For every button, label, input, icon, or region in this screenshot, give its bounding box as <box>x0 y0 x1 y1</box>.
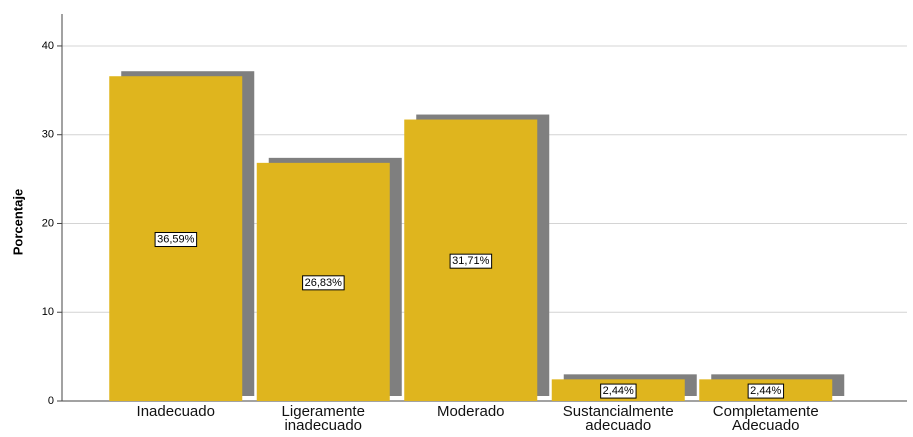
y-tick-label: 40 <box>42 40 54 52</box>
y-tick-label: 10 <box>42 306 54 318</box>
value-label: 2,44% <box>603 385 634 397</box>
x-tick-label: Ligeramente inadecuado <box>281 403 365 434</box>
value-label-box <box>747 383 785 399</box>
value-label-box <box>302 275 345 291</box>
value-label: 2,44% <box>750 385 781 397</box>
y-tick-label: 20 <box>42 217 54 229</box>
value-label-box <box>154 232 198 248</box>
y-axis-label: Porcentaje <box>10 189 25 255</box>
x-tick-label: Sustancialmente adecuado <box>562 403 674 434</box>
value-label: 36,59% <box>157 234 195 246</box>
y-tick-label: 0 <box>48 395 54 407</box>
value-label-box <box>600 383 637 399</box>
value-label: 26,83% <box>305 277 343 289</box>
value-label: 31,71% <box>452 255 490 267</box>
x-tick-label: Completamente Adecuado <box>712 403 819 434</box>
value-label-box <box>449 253 493 269</box>
x-tick-label: Inadecuado <box>136 403 215 420</box>
x-tick-label: Moderado <box>436 403 505 420</box>
y-tick-label: 30 <box>42 129 54 141</box>
